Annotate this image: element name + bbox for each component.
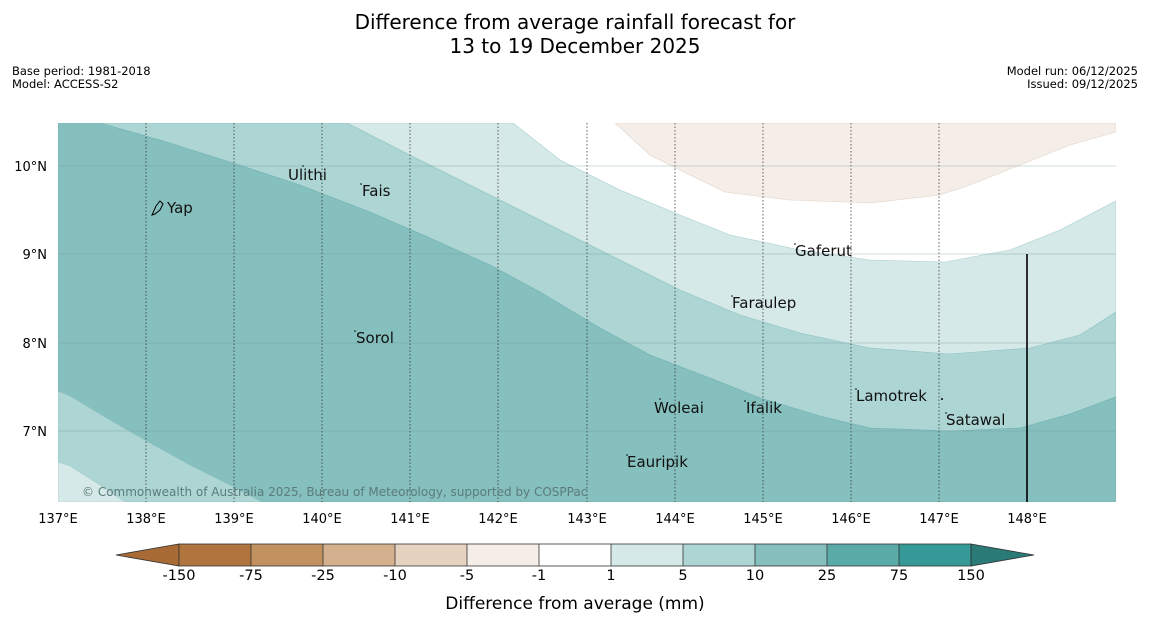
place-label-eauripik: Eauripik <box>627 453 688 471</box>
latitude-axis: 10°N 9°N 8°N 7°N <box>14 160 47 440</box>
colorbar-swatch <box>323 544 395 566</box>
place-label-lamotrek: Lamotrek <box>856 387 927 405</box>
colorbar-swatch <box>611 544 683 566</box>
colorbar-swatch <box>467 544 539 566</box>
lat-tick-label: 7°N <box>23 425 48 440</box>
model-run: Model run: 06/12/2025 <box>1006 64 1138 78</box>
colorbar-dividers <box>178 543 972 567</box>
lon-tick-label: 148°E <box>1007 512 1047 527</box>
rain-band-lower-left-1-to-5 <box>58 461 126 502</box>
colorbar-tick-label: 75 <box>889 568 909 584</box>
colorbar-tick-label: 5 <box>678 568 688 584</box>
copyright-notice: © Commonwealth of Australia 2025, Bureau… <box>82 485 587 499</box>
lon-tick-label: 137°E <box>38 512 78 527</box>
colorbar-swatch <box>683 544 755 566</box>
lon-tick-label: 143°E <box>567 512 607 527</box>
lon-tick-label: 145°E <box>743 512 783 527</box>
rain-band-10-to-25 <box>58 123 1116 502</box>
colorbar-swatch <box>179 544 251 566</box>
colorbar-extend-high <box>970 543 1035 567</box>
colorbar-title: Difference from average (mm) <box>445 594 705 614</box>
lat-tick-label: 8°N <box>23 337 48 352</box>
title-line-1: Difference from average rainfall forecas… <box>354 10 796 34</box>
colorbar-tick-label: 150 <box>957 568 985 584</box>
lon-tick-label: 147°E <box>919 512 959 527</box>
place-labels: Yap Ulithi Fais Gaferut Faraulep Sorol L… <box>166 166 1005 471</box>
map-plot-area: Yap Ulithi Fais Gaferut Faraulep Sorol L… <box>58 123 1116 502</box>
title-line-2: 13 to 19 December 2025 <box>449 34 701 58</box>
place-label-fais: Fais <box>362 182 391 200</box>
place-label-satawal: Satawal <box>946 411 1005 429</box>
colorbar-extend-low <box>115 543 180 567</box>
lon-tick-label: 142°E <box>478 512 518 527</box>
yap-island-shape <box>151 200 164 216</box>
colorbar-tick-label: -1 <box>531 568 547 584</box>
lon-tick-label: 141°E <box>390 512 430 527</box>
colorbar-swatch <box>539 544 611 566</box>
colorbar-tick-label: -10 <box>383 568 407 584</box>
lon-tick-label: 139°E <box>214 512 254 527</box>
rain-band-lower-left-5-to-10 <box>58 390 263 502</box>
colorbar-swatch <box>251 544 323 566</box>
colorbar-tick-label: 10 <box>745 568 765 584</box>
map-title: Difference from average rainfall forecas… <box>0 10 1150 58</box>
place-label-ifalik: Ifalik <box>746 399 782 417</box>
colorbar-swatch <box>755 544 827 566</box>
issued-date: Issued: 09/12/2025 <box>1027 77 1138 91</box>
colorbar <box>115 543 1035 567</box>
lat-tick-label: 9°N <box>23 248 48 263</box>
colorbar-tick-label: -150 <box>162 568 196 584</box>
meta-left: Base period: 1981-2018 Model: ACCESS-S2 <box>12 65 151 91</box>
colorbar-tick-label: 1 <box>606 568 616 584</box>
lon-tick-label: 146°E <box>831 512 871 527</box>
rain-band-minus-1-to-minus-5 <box>614 123 1116 204</box>
lon-tick-label: 140°E <box>302 512 342 527</box>
meta-right: Model run: 06/12/2025 Issued: 09/12/2025 <box>1007 65 1138 91</box>
place-label-yap: Yap <box>166 199 193 217</box>
lat-tick-label: 10°N <box>14 160 47 175</box>
colorbar-swatch <box>827 544 899 566</box>
longitude-gridlines <box>145 123 940 502</box>
colorbar-tick-label: -75 <box>239 568 263 584</box>
model-name: Model: ACCESS-S2 <box>12 77 119 91</box>
colorbar-swatch <box>899 544 971 566</box>
place-label-sorol: Sorol <box>356 329 394 347</box>
longitude-axis: 137°E 138°E 139°E 140°E 141°E 142°E 143°… <box>38 512 1047 527</box>
latitude-gridlines <box>58 165 1116 432</box>
place-label-gaferut: Gaferut <box>795 242 852 260</box>
colorbar-swatch <box>395 544 467 566</box>
colorbar-tick-label: 25 <box>817 568 837 584</box>
base-period: Base period: 1981-2018 <box>12 64 151 78</box>
colorbar-tick-label: -5 <box>459 568 475 584</box>
place-label-faraulep: Faraulep <box>732 294 796 312</box>
island-markers <box>302 165 947 456</box>
colorbar-tick-label: -25 <box>311 568 335 584</box>
place-label-ulithi: Ulithi <box>288 166 327 184</box>
lon-tick-label: 144°E <box>655 512 695 527</box>
place-label-woleai: Woleai <box>654 399 704 417</box>
lon-tick-label: 138°E <box>126 512 166 527</box>
